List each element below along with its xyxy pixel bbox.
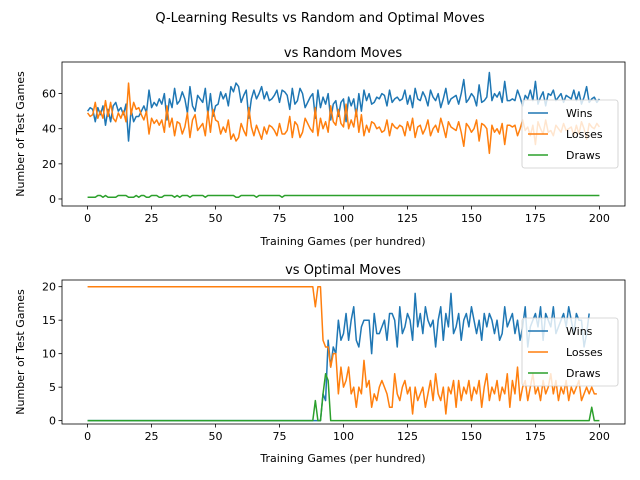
y-tick-label: 0: [49, 193, 56, 206]
y-tick-label: 0: [49, 415, 56, 428]
subplot-vs-random: vs Random Moves 0 25 50 75 100 125 150 175 200 0 2…: [14, 46, 626, 248]
x-tick-label: 150: [461, 430, 482, 443]
legend-label-losses: Losses: [566, 346, 603, 359]
y-axis-label: Number of Test Games: [14, 71, 27, 197]
x-tick-label: 150: [461, 212, 482, 225]
subplot-title: vs Optimal Moves: [285, 263, 401, 278]
series-lines: [86, 71, 601, 198]
x-tick-label: 50: [209, 212, 223, 225]
series-lines: [87, 285, 600, 422]
y-tick-label: 5: [49, 381, 56, 394]
x-tick-label: 75: [273, 212, 287, 225]
x-tick-label: 75: [273, 430, 287, 443]
legend-label-draws: Draws: [566, 367, 601, 380]
legend-label-losses: Losses: [566, 128, 603, 141]
x-axis-label: Training Games (per hundred): [259, 235, 425, 248]
series-line-draws: [87, 373, 600, 422]
legend-label-wins: Wins: [566, 325, 593, 338]
y-tick-label: 15: [42, 314, 56, 327]
x-tick-label: 100: [333, 430, 354, 443]
legend-label-draws: Draws: [566, 149, 601, 162]
y-tick-label: 20: [42, 281, 56, 294]
figure-suptitle: Q-Learning Results vs Random and Optimal…: [155, 11, 484, 26]
y-tick-label: 40: [42, 123, 56, 136]
x-tick-label: 25: [145, 212, 159, 225]
x-tick-label: 175: [525, 212, 546, 225]
x-tick-label: 0: [84, 212, 91, 225]
legend-label-wins: Wins: [566, 107, 593, 120]
legend: Wins Losses Draws: [521, 317, 619, 387]
x-tick-label: 175: [525, 430, 546, 443]
y-axis-label: Number of Test Games: [14, 289, 27, 415]
x-tick-label: 0: [84, 430, 91, 443]
x-tick-label: 125: [397, 212, 418, 225]
series-line-wins: [87, 292, 590, 422]
series-line-losses: [86, 82, 601, 155]
legend: Wins Losses Draws: [521, 99, 619, 169]
y-tick-label: 60: [42, 88, 56, 101]
plot-frame: [61, 279, 626, 425]
x-tick-label: 125: [397, 430, 418, 443]
axis-ticks: 0 25 50 75 100 125 150 175 200 0 5 10 15 20: [42, 281, 610, 443]
x-tick-label: 200: [589, 212, 610, 225]
x-tick-label: 25: [145, 430, 159, 443]
subplot-vs-optimal: vs Optimal Moves 0 25 50 75 100 125 150 175 2000…: [14, 263, 626, 465]
legend-box: [521, 317, 619, 387]
series-line-losses: [87, 285, 597, 415]
y-tick-label: 20: [42, 158, 56, 171]
subplot-title: vs Random Moves: [284, 46, 402, 61]
x-tick-label: 100: [333, 212, 354, 225]
x-tick-label: 200: [589, 430, 610, 443]
x-axis-label: Training Games (per hundred): [259, 452, 425, 465]
y-tick-label: 10: [42, 348, 56, 361]
x-tick-label: 50: [209, 430, 223, 443]
series-line-wins: [86, 71, 601, 142]
series-line-draws: [87, 194, 600, 198]
plot-frame: [61, 61, 626, 207]
axis-ticks: 0 25 50 75 100 125 150 175 200 0 20 40 60: [42, 88, 610, 225]
legend-box: [521, 99, 619, 169]
